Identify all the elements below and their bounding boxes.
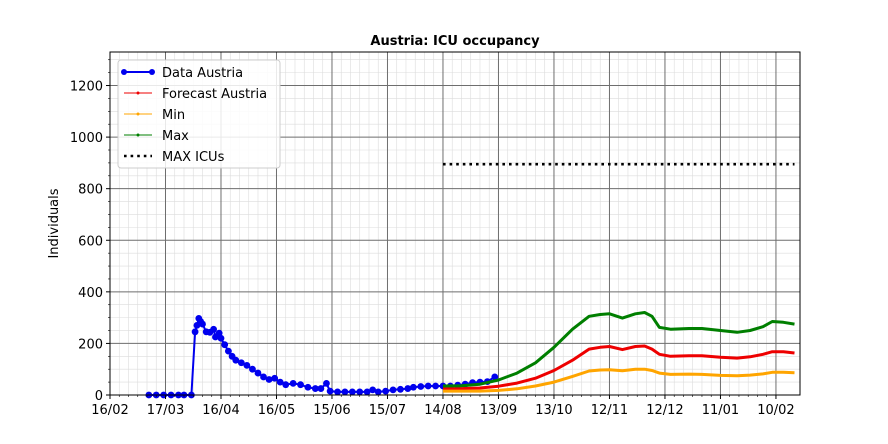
x-tick-label: 13/09 (480, 403, 517, 418)
data-point-data-austria (237, 359, 245, 367)
y-tick-label: 0 (95, 389, 103, 404)
data-point-data-austria (249, 365, 256, 373)
legend-marker-data-austria (121, 69, 127, 75)
data-point-data-austria (326, 387, 334, 395)
x-tick-label: 14/08 (424, 403, 461, 418)
series-line-min (443, 367, 795, 393)
series-line-forecast-austria (443, 344, 795, 391)
x-tick-label: 16/05 (258, 403, 295, 418)
data-point-data-austria (254, 369, 262, 377)
data-point-data-austria (191, 328, 199, 336)
x-tick-label: 15/06 (313, 403, 350, 418)
series-layer (145, 162, 795, 399)
data-point-data-austria (304, 383, 312, 391)
data-point-data-austria (404, 385, 412, 392)
chart-title: Austria: ICU occupancy (370, 34, 540, 49)
data-point-data-austria (348, 388, 356, 396)
y-tick-label: 1000 (70, 131, 103, 146)
legend-label-data-austria: Data Austria (162, 66, 243, 81)
data-point-data-austria (491, 373, 499, 381)
y-tick-label: 1200 (70, 80, 103, 95)
data-point-data-austria (374, 388, 382, 396)
data-point-data-austria (311, 385, 319, 392)
data-point-data-austria (243, 361, 251, 369)
data-point-data-austria (217, 334, 225, 342)
legend-marker-data-austria (149, 69, 155, 75)
y-tick-label: 600 (78, 234, 103, 249)
data-point-data-austria (221, 341, 229, 349)
data-point-data-austria (363, 388, 371, 396)
series-line-max (442, 311, 795, 388)
data-point-data-austria (276, 378, 284, 386)
data-point-data-austria (260, 373, 267, 381)
legend-marker-forecast-austria (136, 91, 140, 95)
data-point-data-austria (232, 356, 240, 364)
x-tick-label: 16/02 (91, 403, 128, 418)
data-point-data-austria (424, 382, 432, 390)
data-point-data-austria (356, 388, 364, 396)
legend-label-max-icus: MAX ICUs (162, 150, 225, 165)
data-point-data-austria (417, 383, 425, 390)
x-tick-label: 10/02 (757, 403, 794, 418)
data-point-data-austria (323, 379, 330, 387)
ticks-layer: 16/02 17/03 16/04 16/05 15/06 15/07 14/08 13/09… (70, 59, 795, 418)
legend-box (117, 59, 281, 169)
data-point-data-austria (369, 386, 377, 394)
x-tick-label: 16/04 (202, 403, 239, 418)
legend-marker-max (136, 133, 140, 137)
data-point-data-austria (432, 382, 439, 390)
x-tick-label: 11/01 (702, 403, 739, 418)
data-point-data-austria (389, 386, 397, 394)
data-point-data-austria (289, 379, 297, 387)
data-point-data-austria (215, 329, 223, 337)
data-point-data-austria (224, 347, 232, 355)
data-point-data-austria (317, 385, 325, 392)
data-point-data-austria (199, 320, 206, 328)
y-tick-label: 400 (78, 286, 103, 301)
legend-label-forecast-austria: Forecast Austria (162, 87, 267, 102)
plot-frame (109, 51, 801, 396)
data-point-data-austria (265, 376, 273, 383)
x-tick-label: 15/07 (369, 403, 406, 418)
y-tick-label: 200 (78, 337, 103, 352)
data-point-data-austria (397, 385, 404, 393)
x-tick-label: 12/12 (646, 403, 683, 418)
y-axis-label: Individuals (47, 188, 62, 258)
x-tick-label: 13/10 (535, 403, 572, 418)
data-point-data-austria (282, 381, 290, 389)
legend-marker-min (136, 112, 140, 116)
legend-label-min: Min (162, 108, 185, 123)
x-tick-label: 17/03 (147, 403, 184, 418)
x-tick-label: 12/11 (591, 403, 628, 418)
data-point-data-austria (210, 325, 217, 333)
y-tick-label: 800 (78, 183, 103, 198)
data-point-data-austria (382, 387, 390, 395)
legend: Data Austria Forecast Austria Min Max MAX IC… (117, 59, 281, 169)
data-point-data-austria (341, 388, 349, 396)
data-point-data-austria (297, 381, 304, 389)
data-point-data-austria (334, 388, 341, 396)
data-point-data-austria (409, 383, 417, 391)
data-point-data-austria (271, 374, 279, 382)
legend-label-max: Max (162, 129, 189, 144)
